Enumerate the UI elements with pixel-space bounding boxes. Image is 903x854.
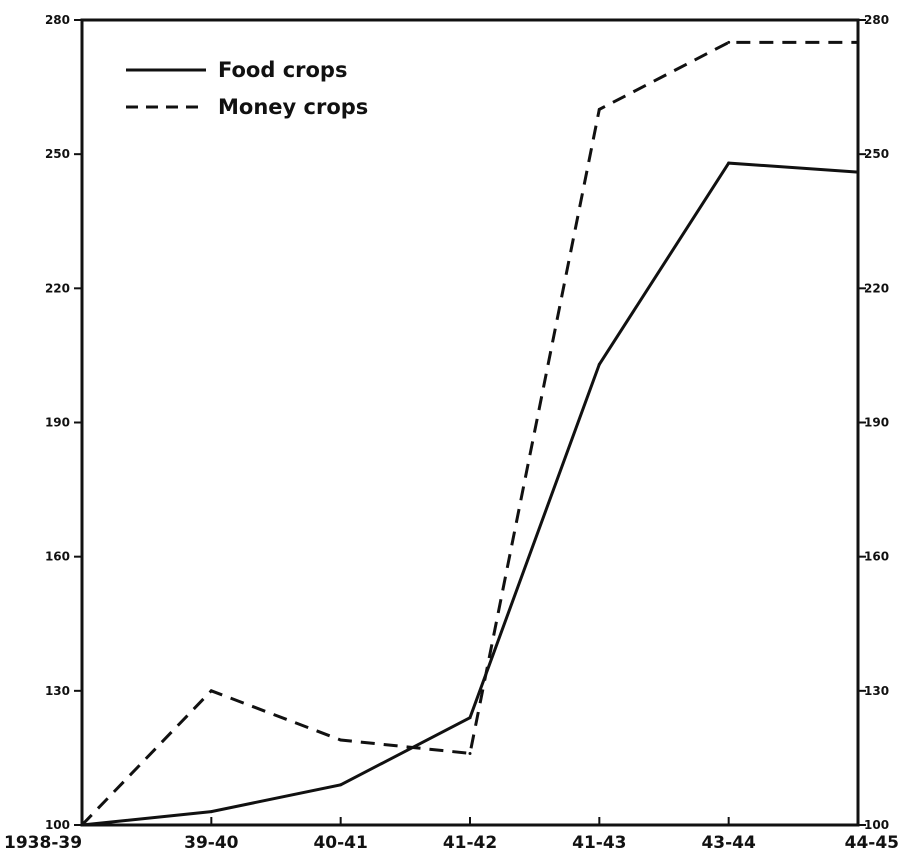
x-axis: 1938-39 39-40 40-41 41-42 41-43 43-44 44-45 (4, 817, 899, 853)
legend-label-money-crops: Money crops (218, 95, 368, 119)
data-point-food-crops (339, 783, 343, 787)
right-tick-label: 100 (864, 818, 889, 832)
right-tick-label: 130 (864, 684, 889, 698)
right-tick-label: 220 (864, 281, 889, 295)
right-tick-label: 190 (864, 416, 889, 430)
left-tick-label: 280 (45, 13, 70, 27)
left-tick-label: 100 (45, 818, 70, 832)
data-point-food-crops (597, 362, 601, 366)
data-point-money-crops (80, 823, 84, 827)
x-tick-label: 1938-39 (4, 833, 82, 853)
left-axis: 100 130 160 190 220 250 280 (45, 13, 82, 832)
x-tick-label: 44-45 (845, 833, 899, 853)
left-tick-label: 250 (45, 147, 70, 161)
legend-label-food-crops: Food crops (218, 58, 347, 82)
data-point-money-crops (209, 689, 213, 693)
data-point-food-crops (856, 170, 860, 174)
x-tick-label: 41-42 (443, 833, 497, 853)
x-tick-label: 39-40 (184, 833, 239, 853)
data-point-food-crops (727, 161, 731, 165)
series-line-money-crops (80, 40, 858, 827)
data-point-money-crops (468, 751, 472, 755)
right-tick-label: 280 (864, 13, 889, 27)
left-tick-label: 130 (45, 684, 70, 698)
x-tick-label: 43-44 (701, 833, 756, 853)
right-tick-label: 250 (864, 147, 889, 161)
data-point-money-crops (727, 40, 731, 44)
legend: Food crops Money crops (126, 58, 368, 119)
series-line-food-crops (81, 161, 859, 827)
x-tick-label: 41-43 (572, 833, 626, 853)
data-point-money-crops (856, 40, 860, 44)
data-point-food-crops (209, 810, 213, 814)
left-tick-label: 160 (45, 550, 70, 564)
left-tick-label: 190 (45, 416, 70, 430)
right-axis: 100 130 160 190 220 250 280 (858, 13, 889, 832)
right-tick-label: 160 (864, 550, 889, 564)
data-point-money-crops (339, 738, 343, 742)
left-tick-label: 220 (45, 281, 70, 295)
series-layer (80, 40, 860, 827)
x-tick-label: 40-41 (313, 833, 367, 853)
data-point-money-crops (597, 107, 601, 111)
data-point-food-crops (468, 716, 472, 720)
